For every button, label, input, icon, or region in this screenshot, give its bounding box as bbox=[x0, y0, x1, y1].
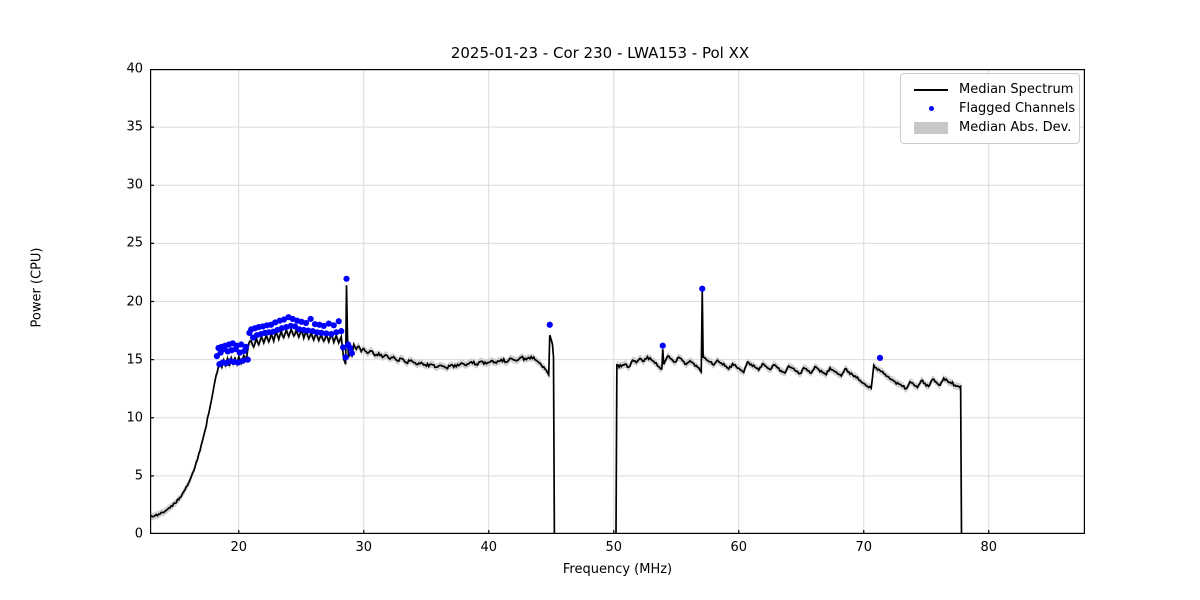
flagged-channel-dot bbox=[323, 330, 330, 337]
flagged-channel-dot bbox=[291, 323, 299, 330]
flagged-channel-dot bbox=[239, 357, 246, 364]
flagged-channel-dot bbox=[659, 342, 666, 349]
y-tick-label: 15 bbox=[126, 352, 143, 368]
flagged-channel-dot bbox=[343, 275, 350, 282]
flagged-channel-dot bbox=[346, 344, 354, 352]
legend-item-flagged-channels: Flagged Channels bbox=[909, 99, 1075, 118]
median-spectrum-line bbox=[150, 285, 1085, 534]
flagged-channel-markers bbox=[213, 275, 884, 368]
legend-item-median-abs-dev: Median Abs. Dev. bbox=[909, 118, 1071, 137]
flagged-channel-dot bbox=[244, 356, 251, 363]
flagged-channel-dot bbox=[318, 329, 325, 336]
x-tick-label: 50 bbox=[605, 540, 623, 555]
flagged-channel-dot bbox=[876, 354, 884, 361]
flagged-channel-dot bbox=[348, 350, 355, 357]
flagged-channel-dot bbox=[242, 343, 250, 350]
band-swatch-icon bbox=[909, 121, 953, 134]
y-tick-label: 30 bbox=[126, 177, 143, 193]
flagged-channel-dot bbox=[305, 327, 312, 334]
legend-label: Median Spectrum bbox=[959, 82, 1074, 97]
flagged-channel-dot bbox=[546, 321, 553, 328]
flagged-channel-dot bbox=[335, 318, 342, 325]
y-tick-label: 40 bbox=[126, 61, 143, 77]
flagged-channel-dot bbox=[333, 329, 340, 336]
x-axis-label: Frequency (MHz) bbox=[562, 562, 673, 577]
page-title: 2025-01-23 - Cor 230 - LWA153 - Pol XX bbox=[450, 44, 750, 62]
y-axis-label: Power (CPU) bbox=[29, 247, 45, 328]
line-swatch-icon bbox=[909, 88, 953, 91]
x-tick-label: 30 bbox=[355, 540, 373, 555]
legend-label: Median Abs. Dev. bbox=[959, 120, 1072, 135]
x-tick-label: 20 bbox=[230, 540, 248, 555]
x-tick-label: 80 bbox=[980, 540, 998, 555]
axis-tick-marks bbox=[150, 69, 990, 534]
flagged-channel-dot bbox=[307, 315, 314, 323]
legend[interactable]: Median Spectrum Flagged Channels Median … bbox=[900, 73, 1080, 144]
flagged-channel-dot bbox=[238, 341, 245, 348]
y-tick-label: 0 bbox=[134, 526, 143, 542]
y-tick-label: 10 bbox=[126, 410, 143, 426]
flagged-channel-dot bbox=[325, 320, 332, 327]
y-tick-label: 5 bbox=[134, 468, 143, 484]
flagged-channel-dot bbox=[320, 322, 327, 330]
legend-label: Flagged Channels bbox=[959, 101, 1076, 116]
x-tick-label: 60 bbox=[730, 540, 748, 555]
flagged-channel-dot bbox=[340, 344, 347, 351]
dot-swatch-icon bbox=[909, 106, 953, 111]
flagged-channel-dot bbox=[330, 322, 337, 329]
median-abs-dev-band bbox=[150, 281, 961, 521]
legend-item-median-spectrum: Median Spectrum bbox=[909, 80, 1074, 99]
flagged-channel-dot bbox=[338, 328, 345, 335]
x-tick-label: 40 bbox=[480, 540, 498, 555]
y-tick-label: 20 bbox=[126, 294, 143, 309]
flagged-channel-dot bbox=[328, 330, 335, 338]
flagged-channel-dot bbox=[699, 285, 706, 292]
flagged-channel-dot bbox=[342, 354, 349, 361]
y-tick-label: 35 bbox=[126, 119, 143, 135]
y-tick-label: 25 bbox=[126, 235, 143, 251]
x-tick-label: 70 bbox=[855, 540, 873, 555]
flagged-channel-dot bbox=[302, 319, 310, 327]
